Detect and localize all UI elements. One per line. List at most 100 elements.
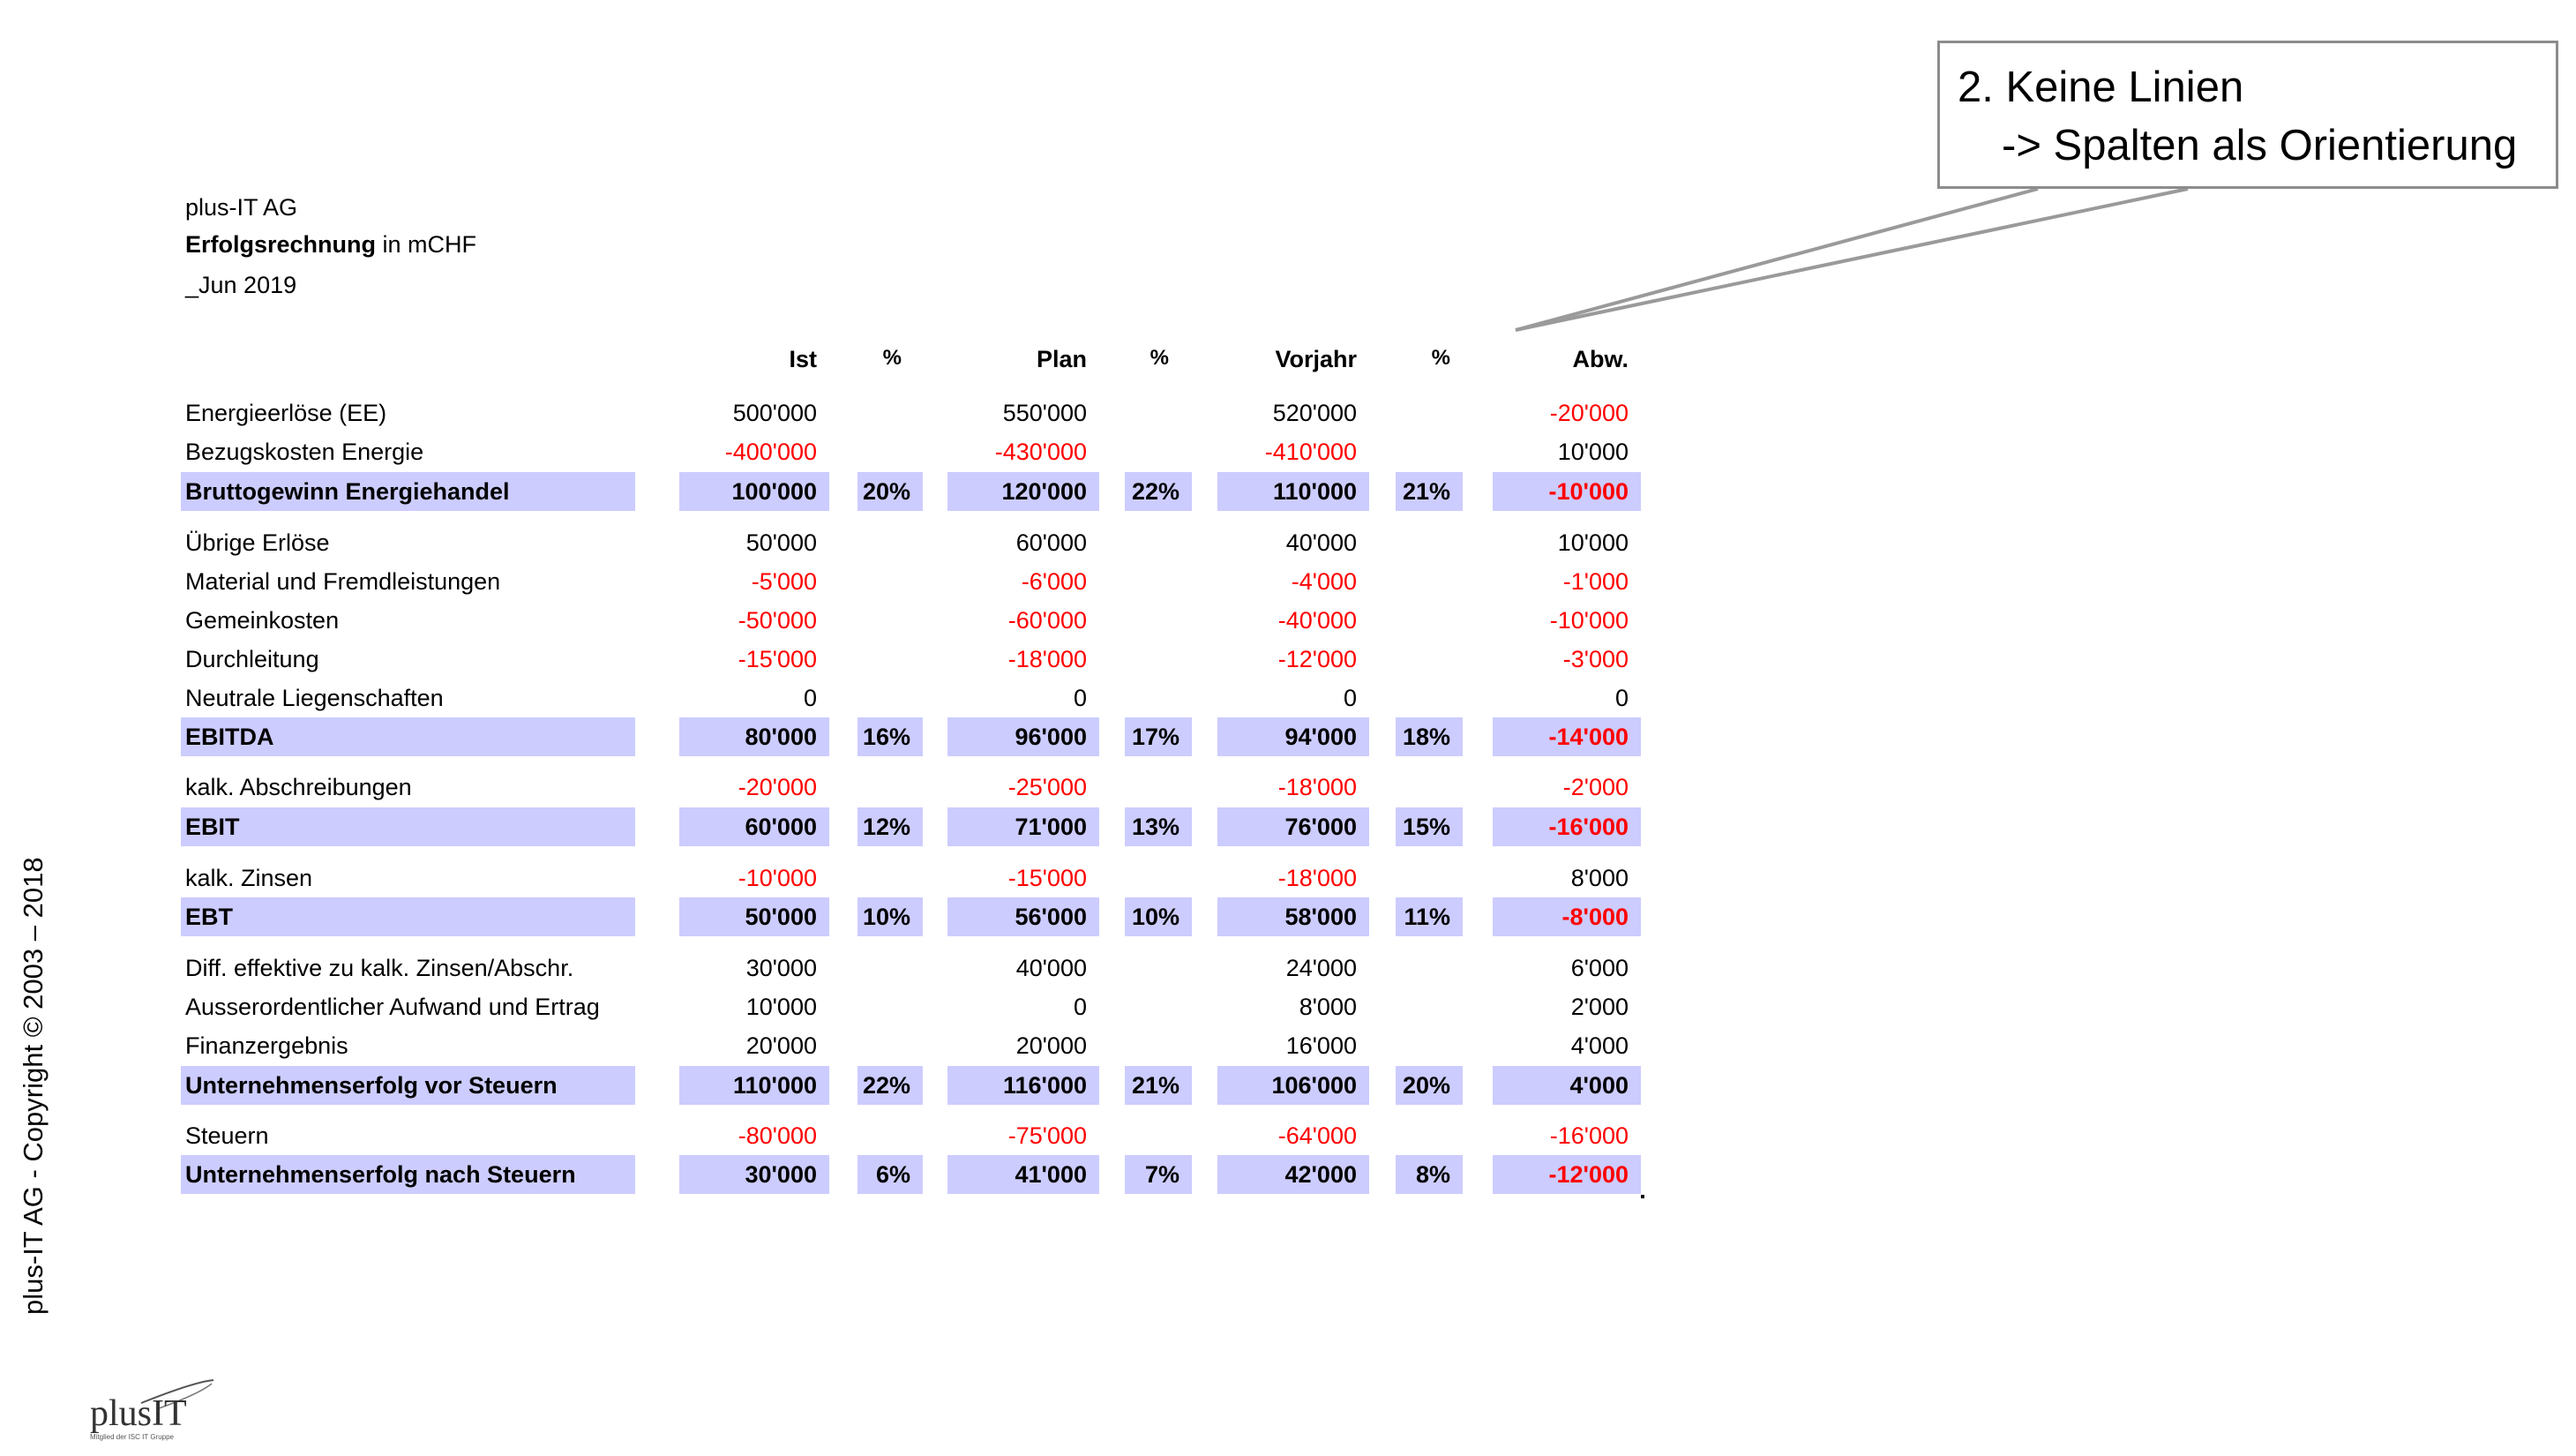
plan-value: 71'000 [947,807,1099,846]
row-label: kalk. Zinsen [185,865,313,891]
vorjahr-percent [1396,640,1463,679]
vorjahr-percent: 15% [1396,807,1463,846]
plan-value: 550'000 [1002,400,1087,426]
vorjahr-value: 76'000 [1217,807,1369,846]
vorjahr-percent: 20% [1396,1066,1463,1105]
table-row: Steuern -80'000 -75'000 -64'000 -16'000 [0,1116,2576,1155]
logo-word: plusIT [90,1393,187,1434]
plan-value: -60'000 [1007,607,1087,634]
table-row: Durchleitung -15'000 -18'000 -12'000 -3'000 [0,640,2576,679]
abweichung-value: -1'000 [1562,568,1629,595]
plan-percent [1125,1116,1192,1155]
col-header-pct-ist: % [882,346,902,370]
col-header-abw: Abw. [1572,346,1629,372]
plan-percent [1125,601,1192,640]
vorjahr-percent: 18% [1396,717,1463,756]
table-row: Ausserordentlicher Aufwand und Ertrag 10'… [0,987,2576,1026]
ist-value: 30'000 [745,955,817,981]
ist-value: -80'000 [738,1122,817,1149]
vorjahr-percent [1396,949,1463,987]
ist-percent [857,562,923,601]
plan-value: -6'000 [1021,568,1087,595]
vorjahr-value: -40'000 [1277,607,1357,634]
abweichung-value: 10'000 [1557,529,1629,556]
logo-tagline: Mitglied der ISC IT Gruppe [90,1433,175,1441]
plan-percent [1125,768,1192,807]
ist-value: 50'000 [679,897,829,936]
vorjahr-value: 16'000 [1285,1032,1357,1059]
vorjahr-percent [1396,1116,1463,1155]
plan-percent: 21% [1125,1066,1192,1105]
abweichung-value: -10'000 [1549,607,1629,634]
ist-value: 0 [803,685,817,711]
row-label: Finanzergebnis [185,1032,348,1059]
ist-percent [857,1026,923,1065]
plan-value: 40'000 [1015,955,1087,981]
plan-percent [1125,394,1192,432]
table-row: Diff. effektive zu kalk. Zinsen/Abschr. 3… [0,949,2576,987]
abweichung-value: 0 [1614,685,1629,711]
table-row: Bezugskosten Energie -400'000 -430'000 -410… [0,432,2576,471]
ist-percent [857,1116,923,1155]
ist-percent: 20% [857,472,923,511]
ist-percent [857,949,923,987]
row-label: Bezugskosten Energie [185,439,424,465]
ist-value: -15'000 [738,646,817,672]
table-subtotal-row: Unternehmenserfolg vor Steuern 110'000 22%… [0,1066,2576,1105]
plan-percent: 7% [1125,1155,1192,1194]
abweichung-value: 4'000 [1570,1032,1629,1059]
row-label: Neutrale Liegenschaften [185,685,444,711]
vorjahr-value: 58'000 [1217,897,1369,936]
ist-value: -20'000 [738,774,817,800]
logo-swoosh-icon [140,1379,214,1409]
plan-value: 20'000 [1015,1032,1087,1059]
ist-percent [857,432,923,471]
ist-value: -400'000 [724,439,817,465]
col-header-plan: Plan [1036,346,1087,372]
vorjahr-percent [1396,859,1463,897]
vorjahr-value: -12'000 [1277,646,1357,672]
plan-percent [1125,523,1192,562]
abweichung-value: 10'000 [1557,439,1629,465]
table-end-mark [1641,1195,1644,1198]
ist-percent: 16% [857,717,923,756]
row-label: EBT [181,897,635,936]
table-subtotal-row: EBT 50'000 10% 56'000 10% 58'000 11% -8'000 [0,897,2576,936]
abweichung-value: 6'000 [1570,955,1629,981]
ist-percent: 6% [857,1155,923,1194]
ist-value: 50'000 [745,529,817,556]
row-label: Bruttogewinn Energiehandel [181,472,635,511]
callout-line-1: 2. Keine Linien [1958,64,2244,111]
plan-value: 41'000 [947,1155,1099,1194]
row-label: Material und Fremdleistungen [185,568,501,595]
vorjahr-value: 24'000 [1285,955,1357,981]
table-subtotal-row: Bruttogewinn Energiehandel 100'000 20% 120'… [0,472,2576,511]
plan-percent: 22% [1125,472,1192,511]
ist-value: 100'000 [679,472,829,511]
vorjahr-value: 40'000 [1285,529,1357,556]
ist-percent: 12% [857,807,923,846]
col-header-ist: Ist [789,346,817,372]
table-row: Energieerlöse (EE) 500'000 550'000 520'000 -… [0,394,2576,432]
table-row: Finanzergebnis 20'000 20'000 16'000 4'000 [0,1026,2576,1065]
col-header-pct-plan: % [1149,346,1169,370]
plan-percent [1125,562,1192,601]
col-header-vorjahr: Vorjahr [1275,346,1357,372]
plan-value: 60'000 [1015,529,1087,556]
plan-percent [1125,949,1192,987]
row-label: EBIT [181,807,635,846]
vorjahr-percent [1396,987,1463,1026]
row-label: Steuern [185,1122,269,1149]
ist-percent: 22% [857,1066,923,1105]
plan-percent [1125,859,1192,897]
row-label: Ausserordentlicher Aufwand und Ertrag [185,994,600,1020]
vorjahr-value: 0 [1343,685,1357,711]
plan-percent [1125,640,1192,679]
vorjahr-percent [1396,562,1463,601]
ist-value: 110'000 [679,1066,829,1105]
vorjahr-percent: 11% [1396,897,1463,936]
table-row: Übrige Erlöse 50'000 60'000 40'000 10'000 [0,523,2576,562]
ist-value: 500'000 [732,400,817,426]
ist-value: -5'000 [751,568,817,595]
table-row: Material und Fremdleistungen -5'000 -6'000… [0,562,2576,601]
